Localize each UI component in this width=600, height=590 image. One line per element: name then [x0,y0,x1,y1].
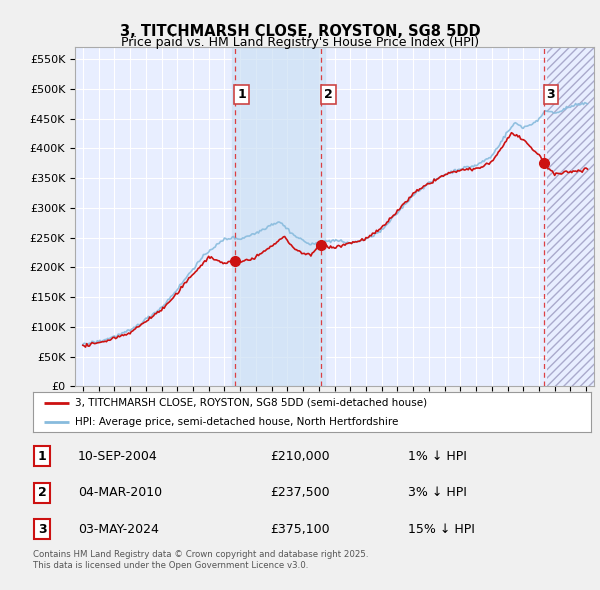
Text: 3% ↓ HPI: 3% ↓ HPI [408,486,467,499]
Text: 04-MAR-2010: 04-MAR-2010 [78,486,162,499]
Text: £210,000: £210,000 [270,450,329,463]
Text: HPI: Average price, semi-detached house, North Hertfordshire: HPI: Average price, semi-detached house,… [75,417,398,427]
Text: 10-SEP-2004: 10-SEP-2004 [78,450,158,463]
Text: Price paid vs. HM Land Registry's House Price Index (HPI): Price paid vs. HM Land Registry's House … [121,36,479,49]
Text: 3: 3 [547,88,555,101]
Text: £375,100: £375,100 [270,523,329,536]
Text: 2: 2 [324,88,332,101]
Text: 1: 1 [238,88,247,101]
Text: 3, TITCHMARSH CLOSE, ROYSTON, SG8 5DD (semi-detached house): 3, TITCHMARSH CLOSE, ROYSTON, SG8 5DD (s… [75,398,427,408]
Text: 1: 1 [38,450,46,463]
Text: 03-MAY-2024: 03-MAY-2024 [78,523,159,536]
Text: Contains HM Land Registry data © Crown copyright and database right 2025.
This d: Contains HM Land Registry data © Crown c… [33,550,368,570]
Text: 3: 3 [38,523,46,536]
Bar [232,47,325,386]
Text: 3, TITCHMARSH CLOSE, ROYSTON, SG8 5DD: 3, TITCHMARSH CLOSE, ROYSTON, SG8 5DD [119,24,481,38]
Text: 15% ↓ HPI: 15% ↓ HPI [408,523,475,536]
Text: 1% ↓ HPI: 1% ↓ HPI [408,450,467,463]
Text: 2: 2 [38,486,46,499]
Bar [547,47,600,386]
Text: £237,500: £237,500 [270,486,329,499]
